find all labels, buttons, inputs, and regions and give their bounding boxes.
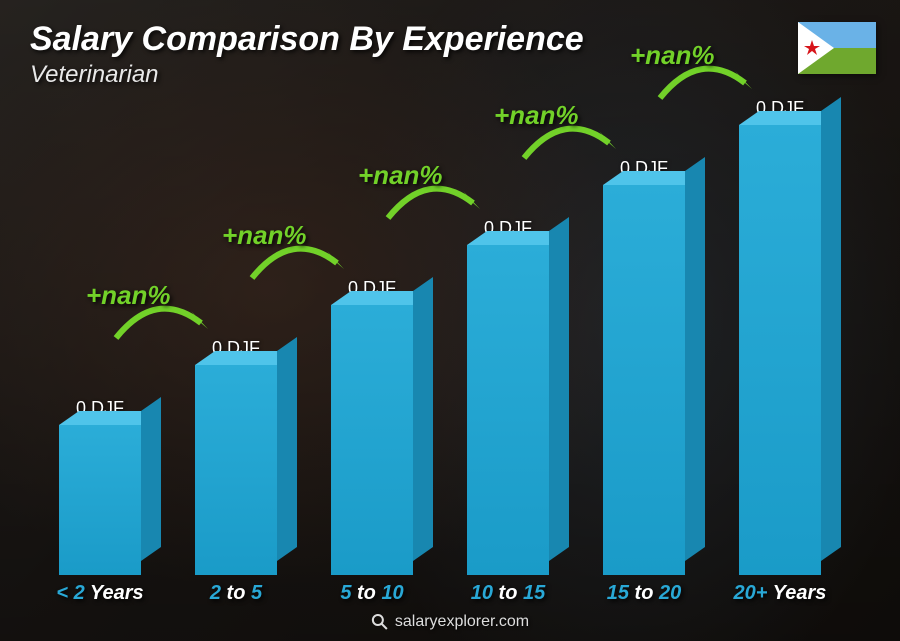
bar-side-face bbox=[277, 337, 297, 561]
bar-front-face bbox=[603, 185, 685, 575]
bar-4 bbox=[603, 185, 685, 575]
bar-front-face bbox=[195, 365, 277, 575]
x-tick-rest: Years bbox=[767, 582, 826, 604]
x-tick-accent2: 10 bbox=[381, 582, 403, 604]
bar-0 bbox=[59, 425, 141, 575]
x-tick-accent2: 20 bbox=[659, 582, 681, 604]
bar-slot-2: +nan% 0 DJF bbox=[312, 278, 432, 575]
bar-side-face bbox=[413, 277, 433, 561]
x-tick-mid: to bbox=[221, 582, 251, 604]
x-tick-1: 2 to 5 bbox=[176, 582, 296, 605]
bar-front-face bbox=[331, 305, 413, 575]
bar-slot-1: +nan% 0 DJF bbox=[176, 338, 296, 575]
bar-5 bbox=[739, 125, 821, 575]
bar-1 bbox=[195, 365, 277, 575]
bar-front-face bbox=[467, 245, 549, 575]
chart-title: Salary Comparison By Experience bbox=[30, 20, 584, 59]
bar-side-face bbox=[685, 157, 705, 561]
footer-logo: salaryexplorer.com bbox=[371, 613, 529, 631]
delta-label: +nan% bbox=[222, 220, 307, 251]
x-tick-accent2: 5 bbox=[251, 582, 262, 604]
title-block: Salary Comparison By Experience Veterina… bbox=[30, 20, 584, 89]
x-tick-rest: Years bbox=[85, 582, 144, 604]
bar-front-face bbox=[59, 425, 141, 575]
delta-label: +nan% bbox=[358, 160, 443, 191]
x-axis: < 2 Years 2 to 5 5 to 10 10 to 15 15 to … bbox=[40, 582, 840, 605]
x-tick-accent: 2 bbox=[210, 582, 221, 604]
country-flag-icon bbox=[798, 22, 876, 74]
delta-label: +nan% bbox=[86, 280, 171, 311]
delta-label: +nan% bbox=[630, 40, 715, 71]
x-tick-4: 15 to 20 bbox=[584, 582, 704, 605]
x-tick-accent: 10 bbox=[471, 582, 493, 604]
x-tick-accent: 20+ bbox=[734, 582, 768, 604]
magnifier-icon bbox=[371, 613, 389, 631]
bar-side-face bbox=[549, 217, 569, 561]
bar-slot-0: 0 DJF bbox=[40, 398, 160, 575]
bar-side-face bbox=[821, 97, 841, 561]
bar-front-face bbox=[739, 125, 821, 575]
bar-slot-3: +nan% 0 DJF bbox=[448, 218, 568, 575]
bar-slot-4: +nan% 0 DJF bbox=[584, 158, 704, 575]
x-tick-accent: 5 bbox=[340, 582, 351, 604]
chart-area: 0 DJF +nan% 0 DJF +nan% 0 DJF bbox=[40, 105, 840, 575]
x-tick-mid: to bbox=[629, 582, 659, 604]
x-tick-accent2: 15 bbox=[523, 582, 545, 604]
x-tick-5: 20+ Years bbox=[720, 582, 840, 605]
footer-text: salaryexplorer.com bbox=[395, 613, 529, 631]
x-tick-mid: to bbox=[351, 582, 381, 604]
bar-slot-5: +nan% 0 DJF bbox=[720, 98, 840, 575]
x-tick-mid: to bbox=[493, 582, 523, 604]
bar-3 bbox=[467, 245, 549, 575]
bar-2 bbox=[331, 305, 413, 575]
x-tick-0: < 2 Years bbox=[40, 582, 160, 605]
x-tick-3: 10 to 15 bbox=[448, 582, 568, 605]
x-tick-2: 5 to 10 bbox=[312, 582, 432, 605]
chart-subtitle: Veterinarian bbox=[30, 61, 584, 89]
bar-side-face bbox=[141, 397, 161, 561]
x-tick-accent: 15 bbox=[607, 582, 629, 604]
delta-label: +nan% bbox=[494, 100, 579, 131]
x-tick-accent: < 2 bbox=[56, 582, 84, 604]
